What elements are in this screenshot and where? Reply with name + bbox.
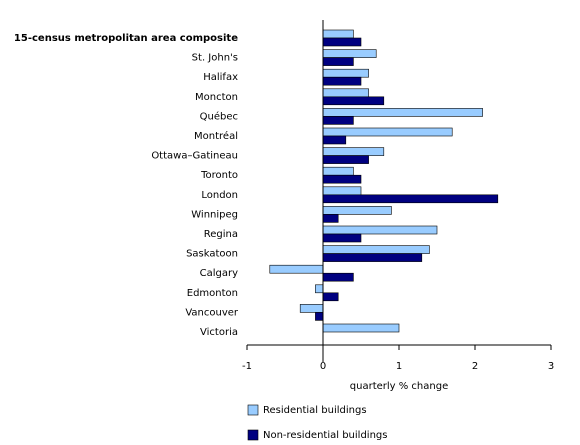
bar	[322, 253, 423, 262]
bar	[322, 245, 430, 254]
category-label: Regina	[204, 229, 238, 240]
x-tick-label: 0	[320, 361, 326, 372]
bar	[322, 194, 499, 204]
x-tick-label: 2	[472, 361, 478, 372]
bar	[322, 57, 354, 66]
bar	[322, 88, 369, 98]
category-label: Vancouver	[185, 307, 239, 318]
bar	[322, 76, 362, 86]
bar	[315, 312, 324, 321]
legend-label: Non-residential buildings	[263, 430, 387, 441]
category-label: Montréal	[194, 130, 238, 142]
x-tick-label: 3	[548, 361, 554, 372]
legend-label: Residential buildings	[263, 405, 367, 416]
x-axis-title: quarterly % change	[350, 381, 448, 392]
bar	[299, 304, 324, 313]
bar	[322, 96, 385, 106]
bar	[315, 284, 324, 294]
bar	[322, 292, 339, 302]
category-label: Halifax	[203, 72, 238, 83]
category-label: Toronto	[200, 170, 238, 181]
category-label: Québec	[200, 110, 238, 122]
bar	[322, 166, 354, 176]
bar	[322, 174, 362, 184]
bar	[322, 272, 354, 282]
bar	[322, 116, 354, 125]
legend-swatch	[247, 404, 259, 416]
bar	[322, 214, 339, 223]
bar	[322, 37, 362, 47]
category-label: Winnipeg	[191, 209, 238, 220]
bar	[322, 135, 347, 145]
legend-swatch	[247, 429, 259, 441]
bar	[322, 49, 377, 58]
bar	[322, 29, 354, 39]
bar	[269, 264, 324, 274]
x-tick-label: 1	[396, 361, 402, 372]
bar	[322, 68, 369, 78]
category-label: 15-census metropolitan area composite	[14, 33, 238, 44]
bar	[322, 206, 392, 215]
category-label: Saskatoon	[186, 249, 238, 260]
bar	[322, 127, 453, 137]
bar	[322, 147, 385, 156]
bar	[322, 186, 362, 196]
category-label: Calgary	[200, 268, 238, 279]
category-label: Victoria	[200, 327, 238, 338]
bar	[322, 233, 362, 243]
bar	[322, 108, 483, 117]
bar	[322, 225, 438, 235]
bar	[322, 155, 369, 164]
category-label: Ottawa–Gatineau	[151, 151, 238, 162]
category-label: Moncton	[195, 92, 238, 103]
x-tick-label: -1	[242, 361, 252, 372]
category-label: London	[201, 190, 238, 201]
category-label: Edmonton	[187, 288, 238, 299]
bar	[322, 323, 400, 333]
category-label: St. John's	[192, 53, 238, 64]
